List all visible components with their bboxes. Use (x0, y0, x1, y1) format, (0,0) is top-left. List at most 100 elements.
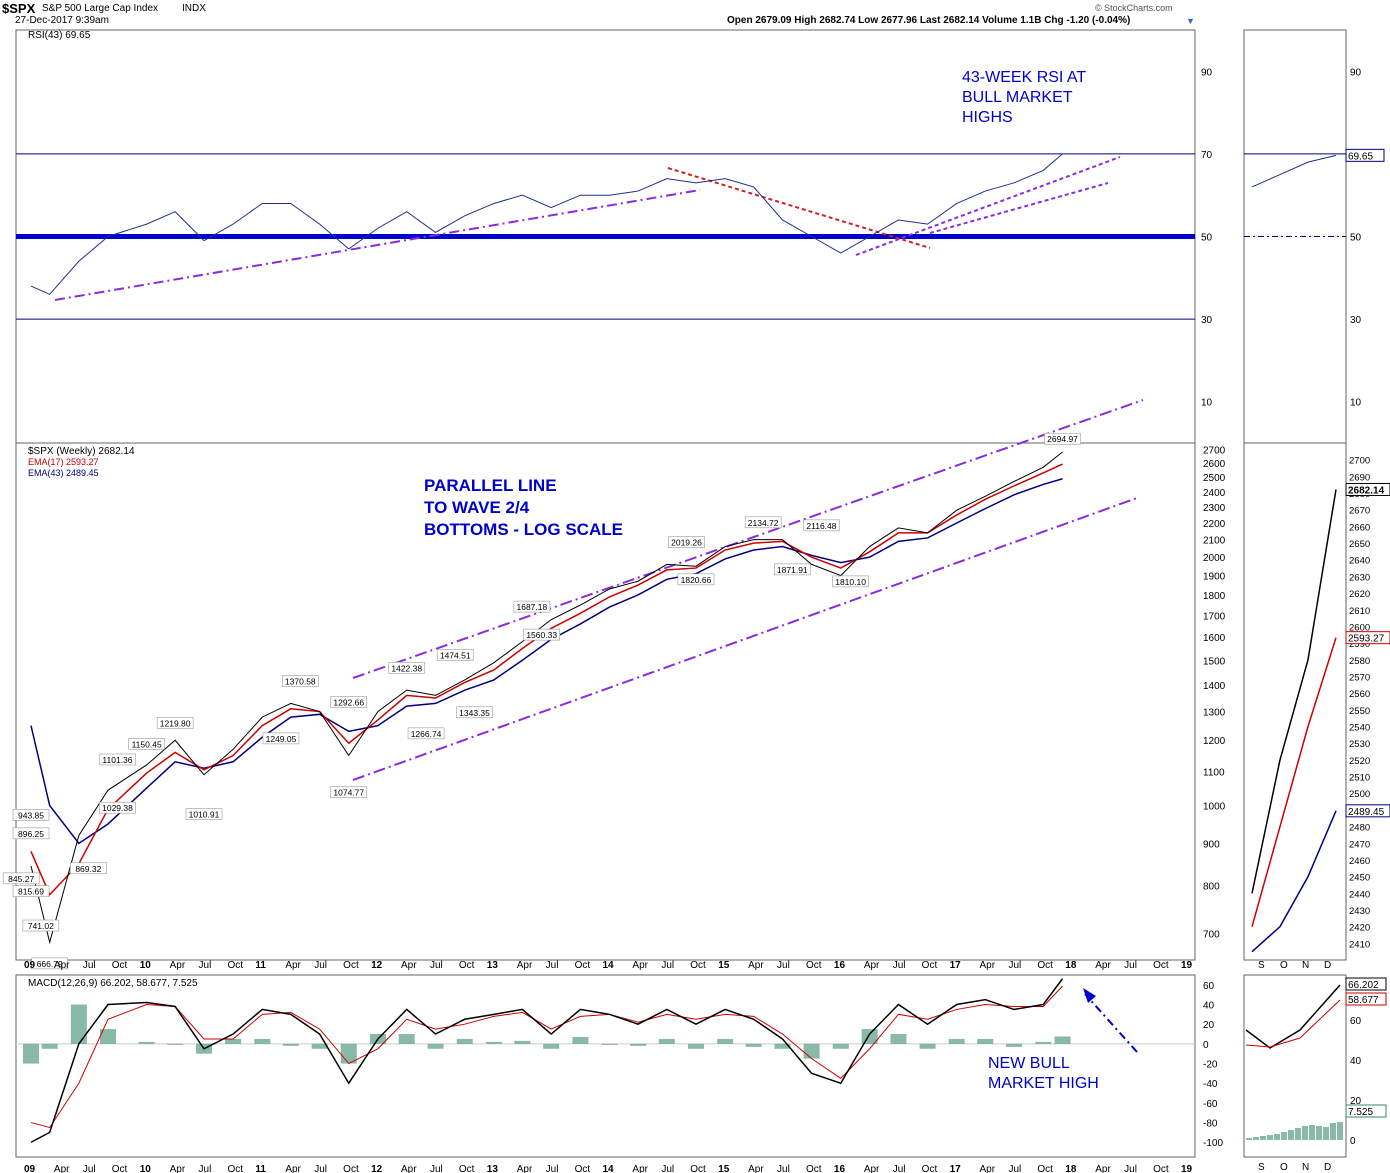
macd-hist-bar (282, 1043, 299, 1046)
rsi-tick-label: 50 (1201, 233, 1213, 244)
x-tick-label: Jul (1008, 960, 1021, 971)
macd-hist-bar (1035, 1041, 1052, 1044)
zoom-price-tick: 2440 (1349, 889, 1370, 900)
macd-hist-bar (311, 1043, 328, 1049)
peak-label-box (262, 732, 300, 745)
x-tick-label: 14 (603, 960, 615, 971)
zoom-price-line (1251, 489, 1337, 894)
x-tick-label: 14 (603, 1164, 615, 1173)
price-tick-label: 2500 (1203, 473, 1226, 484)
x-tick-label: 09 (24, 960, 36, 971)
macd-hist-bar (485, 1041, 502, 1044)
peak-label: 815.69 (18, 887, 44, 897)
peak-label-box (513, 600, 551, 613)
x-tick-label: Oct (806, 1164, 822, 1173)
peak-label: 2019.26 (671, 538, 702, 548)
zoom-rsi-tick: 30 (1350, 315, 1362, 326)
zoom-macd-value: 66.202 (1348, 980, 1379, 991)
macd-hist-bar (572, 1036, 589, 1044)
x-tick-label: Apr (748, 960, 764, 971)
x-axis-macd: 09 Apr Jul Oct 10 Apr Jul Oct 11 Apr Jul Oct 12 Apr Ju… (24, 1164, 1193, 1173)
zoom-macd-hist-bar (1260, 1136, 1266, 1140)
zoom-price-tick: 2590 (1349, 639, 1370, 650)
macd-hist-bar (138, 1041, 155, 1044)
x-tick-label: 15 (718, 960, 730, 971)
zoom-x-tick: D (1324, 960, 1331, 971)
x-tick-label: Apr (170, 1164, 186, 1173)
peak-label: 869.32 (75, 864, 101, 874)
macd-annotation: NEW BULL MARKET HIGH (988, 1055, 1099, 1092)
price-tick-label: 2000 (1203, 553, 1226, 564)
macd-legend: MACD(12,26,9) 66.202, 58.677, 7.525 (28, 978, 198, 989)
macd-hist-bar (832, 1043, 849, 1049)
zoom-price-tick: 2470 (1349, 839, 1370, 850)
peak-label: 1560.33 (526, 630, 557, 640)
zoom-macd-hist-bar (1274, 1134, 1280, 1140)
peak-label: 1074.77 (333, 788, 364, 798)
x-tick-label: Jul (1124, 960, 1137, 971)
x-tick-label: Oct (806, 960, 822, 971)
rsi-reference-lines (16, 153, 1195, 320)
peak-label: 1422.38 (391, 663, 422, 673)
zoom-price-tick: 2520 (1349, 756, 1370, 767)
zoom-macd-hist-bar (1309, 1125, 1315, 1140)
x-tick-label: Jul (199, 960, 212, 971)
peak-label: 2116.48 (806, 521, 836, 531)
rsi-line (30, 153, 1063, 295)
macd-hist-bar (398, 1034, 415, 1044)
zoom-price-tick: 2640 (1349, 556, 1370, 567)
peak-label-box (12, 809, 50, 821)
price-frame (15, 442, 1196, 961)
peak-label: 1474.51 (440, 650, 471, 660)
peak-label: 666.79 (37, 959, 63, 969)
peak-label: 1150.45 (132, 739, 162, 749)
macd-hist-bar (803, 1043, 820, 1059)
rsi-trendline (929, 182, 1109, 234)
x-tick-label: Jul (199, 1164, 212, 1173)
macd-hist-bar (41, 1043, 58, 1049)
zoom-price-tick: 2610 (1349, 606, 1370, 617)
x-tick-label: Jul (314, 1164, 327, 1173)
peak-label-box (456, 706, 493, 719)
x-tick-label: Oct (343, 1164, 359, 1173)
macd-signal-line (30, 985, 1063, 1129)
peak-label-box (31, 957, 68, 970)
peak-trough-labels: 666.79 741.02 815.69 845.27 896.25 943.85 869.… (2, 432, 1081, 970)
x-tick-label: Apr (54, 960, 70, 971)
peak-label-box (156, 717, 194, 729)
x-tick-label: Jul (546, 1164, 559, 1173)
peak-label-box (677, 573, 715, 586)
zoom-macd-x-tick: N (1302, 1162, 1309, 1173)
x-tick-label: Oct (227, 1164, 243, 1173)
quote-dropdown-icon[interactable]: ▼ (1186, 16, 1195, 26)
price-legend: $SPX (Weekly) 2682.14 EMA(17) 2593.27 EM… (28, 446, 135, 478)
x-tick-label: Oct (1037, 1164, 1053, 1173)
x-tick-label: 15 (718, 1164, 730, 1173)
zoom-panels: 103050709069.652410242024302440245024602… (1243, 29, 1390, 1173)
x-axis-price: 09 Apr Jul Oct 10 Apr Jul Oct 11 Apr Jul Oct 12 Apr Ju… (24, 960, 1193, 971)
macd-hist-bar (543, 1043, 560, 1049)
peak-label: 1370.58 (285, 677, 316, 687)
x-tick-label: 18 (1065, 1164, 1077, 1173)
price-tick-label: 800 (1203, 882, 1220, 893)
rsi-tick-label: 30 (1201, 315, 1213, 326)
x-tick-label: Oct (459, 960, 475, 971)
macd-hist-bar (1006, 1043, 1023, 1047)
x-tick-label: Oct (922, 960, 938, 971)
price-tick-label: 1600 (1203, 633, 1226, 644)
zoom-macd-value-box (1345, 992, 1387, 1006)
macd-hist-bar (514, 1040, 531, 1044)
macd-hist-bar (687, 1043, 704, 1049)
x-tick-label: Apr (517, 1164, 533, 1173)
peak-label-box (330, 786, 368, 799)
peak-label: 1820.66 (681, 575, 712, 585)
zoom-signal-line (1245, 999, 1341, 1048)
x-tick-label: 16 (834, 960, 846, 971)
zoom-value-box (1345, 482, 1390, 496)
rsi-tick-label: 70 (1201, 150, 1213, 161)
macd-tick-label: 60 (1203, 981, 1215, 992)
channel-line (352, 497, 1138, 781)
macd-hist-bar (890, 1034, 907, 1044)
peak-label: 1029.38 (102, 803, 133, 813)
x-tick-label: Apr (980, 960, 996, 971)
